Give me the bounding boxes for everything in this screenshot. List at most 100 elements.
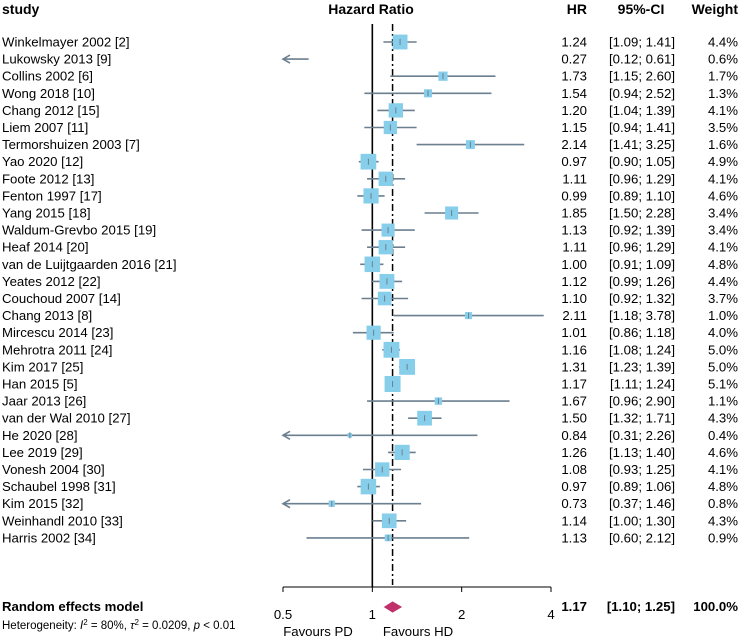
study-weight: 4.1% bbox=[708, 240, 738, 255]
study-weight: 4.3% bbox=[708, 411, 738, 426]
study-weight: 4.4% bbox=[708, 35, 738, 50]
study-ci: [0.89; 1.10] bbox=[609, 188, 675, 203]
header-study: study bbox=[2, 1, 40, 17]
study-label: Lee 2019 [29] bbox=[2, 445, 83, 460]
pooled-hr: 1.17 bbox=[561, 599, 587, 614]
study-hr: 1.26 bbox=[561, 445, 587, 460]
study-ci: [0.12; 0.61] bbox=[609, 52, 675, 67]
study-ci: [0.92; 1.32] bbox=[609, 291, 675, 306]
study-ci: [0.90; 1.05] bbox=[609, 154, 675, 169]
study-hr: 1.00 bbox=[561, 257, 587, 272]
x-tick-label: 2 bbox=[458, 607, 465, 622]
study-label: Kim 2015 [32] bbox=[2, 496, 83, 511]
study-ci: [1.13; 1.40] bbox=[609, 445, 675, 460]
study-ci: [0.89; 1.06] bbox=[609, 479, 675, 494]
study-ci: [1.23; 1.39] bbox=[609, 359, 675, 374]
study-hr: 1.17 bbox=[561, 377, 587, 392]
study-weight: 4.9% bbox=[708, 154, 738, 169]
study-weight: 0.6% bbox=[708, 52, 738, 67]
x-tick-label: 4 bbox=[547, 607, 554, 622]
study-label: He 2020 [28] bbox=[2, 428, 78, 443]
study-ci: [0.60; 2.12] bbox=[609, 530, 675, 545]
study-weight: 1.3% bbox=[708, 86, 738, 101]
study-hr: 2.11 bbox=[562, 308, 587, 323]
study-label: Couchoud 2007 [14] bbox=[2, 291, 121, 306]
study-weight: 3.5% bbox=[708, 120, 738, 135]
study-ci: [0.92; 1.39] bbox=[609, 223, 675, 238]
study-label: Han 2015 [5] bbox=[2, 377, 78, 392]
study-hr: 0.97 bbox=[561, 154, 587, 169]
study-weight: 4.0% bbox=[708, 325, 738, 340]
study-ci: [1.41; 3.25] bbox=[609, 137, 675, 152]
study-label: Heaf 2014 [20] bbox=[2, 240, 89, 255]
study-label: van der Wal 2010 [27] bbox=[2, 411, 131, 426]
pooled-ci: [1.10; 1.25] bbox=[607, 599, 675, 614]
study-weight: 1.0% bbox=[708, 308, 738, 323]
study-ci: [0.99; 1.26] bbox=[609, 274, 675, 289]
study-label: Chang 2013 [8] bbox=[2, 308, 92, 323]
study-hr: 1.73 bbox=[561, 69, 587, 84]
pooled-diamond bbox=[383, 601, 403, 613]
study-hr: 1.15 bbox=[561, 120, 587, 135]
x-tick-label: 1 bbox=[369, 607, 376, 622]
study-label: Chang 2012 [15] bbox=[2, 103, 100, 118]
study-weight: 5.1% bbox=[708, 377, 738, 392]
study-hr: 1.12 bbox=[561, 274, 587, 289]
study-ci: [1.18; 3.78] bbox=[609, 308, 675, 323]
study-label: Yeates 2012 [22] bbox=[2, 274, 101, 289]
study-hr: 1.85 bbox=[561, 206, 587, 221]
study-label: Jaar 2013 [26] bbox=[2, 394, 86, 409]
study-label: Yang 2015 [18] bbox=[2, 206, 90, 221]
study-label: Harris 2002 [34] bbox=[2, 530, 96, 545]
study-ci: [1.11; 1.24] bbox=[610, 377, 675, 392]
ci-arrow-left bbox=[281, 54, 291, 64]
heterogeneity-text: Heterogeneity: I2 = 80%, τ2 = 0.0209, p … bbox=[2, 618, 236, 632]
study-weight: 4.4% bbox=[708, 274, 738, 289]
study-hr: 1.24 bbox=[561, 35, 587, 50]
study-hr: 1.67 bbox=[561, 394, 587, 409]
study-hr: 1.13 bbox=[561, 223, 587, 238]
study-ci: [0.96; 1.29] bbox=[609, 171, 675, 186]
study-hr: 1.10 bbox=[561, 291, 587, 306]
study-hr: 1.20 bbox=[561, 103, 587, 118]
study-label: Vonesh 2004 [30] bbox=[2, 462, 105, 477]
study-ci: [0.94; 2.52] bbox=[609, 86, 675, 101]
study-weight: 0.8% bbox=[708, 496, 738, 511]
study-weight: 5.0% bbox=[708, 359, 738, 374]
study-hr: 0.73 bbox=[561, 496, 587, 511]
study-hr: 0.27 bbox=[561, 52, 587, 67]
study-hr: 1.11 bbox=[562, 171, 587, 186]
study-weight: 4.1% bbox=[708, 171, 738, 186]
header-hazard-ratio: Hazard Ratio bbox=[328, 1, 414, 17]
study-hr: 2.14 bbox=[561, 137, 587, 152]
study-ci: [0.31; 2.26] bbox=[609, 428, 675, 443]
study-label: Wong 2018 [10] bbox=[2, 86, 95, 101]
study-hr: 1.14 bbox=[561, 513, 587, 528]
study-hr: 1.11 bbox=[562, 240, 587, 255]
study-hr: 1.01 bbox=[561, 325, 587, 340]
study-weight: 0.9% bbox=[708, 530, 738, 545]
study-ci: [1.32; 1.71] bbox=[609, 411, 675, 426]
study-hr: 0.84 bbox=[561, 428, 587, 443]
study-hr: 1.54 bbox=[561, 86, 587, 101]
study-ci: [1.50; 2.28] bbox=[609, 206, 675, 221]
study-hr: 0.97 bbox=[561, 479, 587, 494]
study-ci: [1.09; 1.41] bbox=[609, 35, 675, 50]
study-label: Kim 2017 [25] bbox=[2, 359, 83, 374]
study-weight: 4.6% bbox=[708, 445, 738, 460]
study-label: Termorshuizen 2003 [7] bbox=[2, 137, 140, 152]
study-ci: [0.37; 1.46] bbox=[609, 496, 675, 511]
study-weight: 4.6% bbox=[708, 188, 738, 203]
pooled-label: Random effects model bbox=[2, 599, 143, 614]
study-weight: 4.8% bbox=[708, 257, 738, 272]
study-weight: 4.8% bbox=[708, 479, 738, 494]
pooled-weight: 100.0% bbox=[693, 599, 738, 614]
study-ci: [0.91; 1.09] bbox=[609, 257, 675, 272]
ci-arrow-left bbox=[281, 499, 291, 509]
study-ci: [1.00; 1.30] bbox=[609, 513, 675, 528]
study-weight: 1.6% bbox=[708, 137, 738, 152]
ci-arrow-left bbox=[281, 430, 291, 440]
study-weight: 3.4% bbox=[708, 206, 738, 221]
study-label: van de Luijtgaarden 2016 [21] bbox=[2, 257, 177, 272]
